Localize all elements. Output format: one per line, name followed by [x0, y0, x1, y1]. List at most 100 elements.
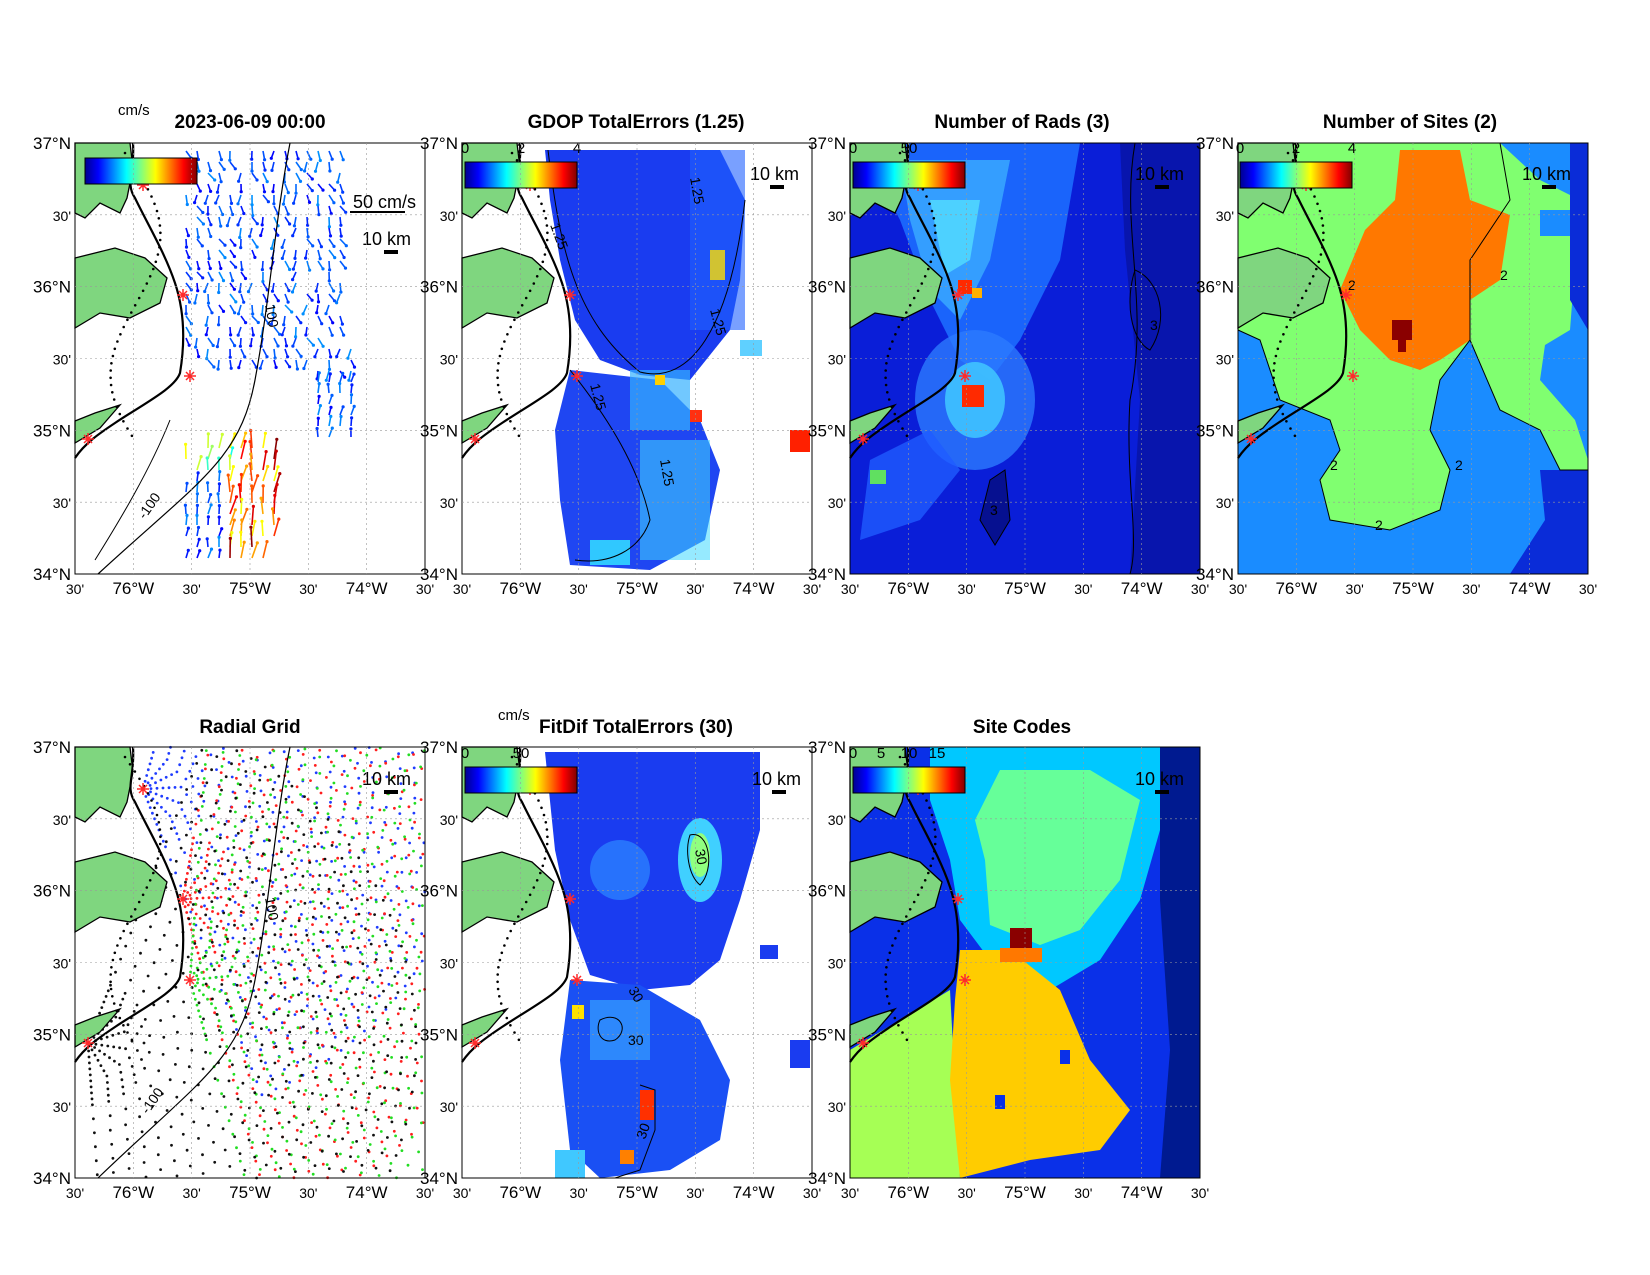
- radial-grid-point: [149, 790, 152, 794]
- panel-title: 2023-06-09 00:00: [174, 112, 325, 133]
- radial-grid-point: [416, 1006, 420, 1010]
- radial-grid-point: [349, 1093, 353, 1096]
- radial-grid-point: [154, 772, 158, 775]
- coastline: [461, 142, 572, 459]
- radial-grid-point: [385, 859, 389, 863]
- current-vector-head: [338, 381, 342, 386]
- current-vector-head: [206, 301, 211, 305]
- radial-grid-point: [277, 862, 281, 866]
- radial-grid-point: [311, 1092, 314, 1095]
- radial-grid-point: [272, 822, 276, 826]
- radial-grid-point: [209, 933, 212, 936]
- radial-grid-point: [274, 804, 278, 807]
- radial-grid-point: [402, 1007, 406, 1011]
- radial-grid-point: [254, 1100, 258, 1104]
- radial-grid-point: [316, 811, 320, 815]
- current-vector: [273, 518, 280, 537]
- island-dot: [158, 238, 162, 242]
- lat-tick-label: 36°N: [808, 882, 846, 901]
- radial-grid-point: [396, 991, 400, 994]
- radar-site-marker: [82, 433, 94, 445]
- radial-grid-point: [396, 919, 400, 922]
- island-dot: [544, 821, 548, 824]
- island-dot: [537, 799, 540, 802]
- radial-grid-point: [328, 1126, 332, 1130]
- current-vector-head: [248, 440, 252, 444]
- island-dot: [137, 900, 141, 904]
- radial-grid-point: [229, 1006, 233, 1010]
- current-vector-head: [278, 332, 282, 336]
- colorbar-tick-label: 4: [573, 140, 581, 157]
- current-vector-head: [263, 431, 267, 435]
- island-dot: [898, 755, 902, 759]
- island-dot: [925, 799, 928, 802]
- radial-grid-point: [149, 787, 153, 790]
- radial-grid-point: [342, 1170, 345, 1173]
- radial-grid-point: [307, 1159, 311, 1162]
- current-vector: [205, 348, 209, 359]
- radial-grid-point: [199, 819, 203, 822]
- radial-grid-point: [352, 920, 356, 924]
- lon-tick-label: 30': [686, 581, 704, 597]
- radial-grid-point: [187, 1065, 191, 1069]
- island-dot: [1296, 304, 1300, 307]
- current-vector: [262, 466, 269, 482]
- radial-grid-point: [200, 905, 203, 909]
- radial-grid-point: [292, 1114, 296, 1118]
- radial-grid-point: [373, 913, 376, 916]
- radial-grid-point: [205, 781, 209, 785]
- current-vector-head: [298, 179, 303, 183]
- radial-grid-point: [186, 821, 190, 824]
- radial-grid-point: [203, 954, 207, 958]
- radial-grid-point: [256, 825, 260, 829]
- radial-grid-point: [221, 1031, 224, 1035]
- radial-grid-point: [106, 1087, 110, 1091]
- radial-grid-point: [354, 819, 358, 823]
- radial-grid-point: [165, 758, 169, 761]
- island-dot: [499, 1002, 503, 1005]
- colorbar-tick-label: 5: [877, 745, 885, 762]
- radial-grid-point: [130, 1065, 134, 1068]
- radial-grid-point: [380, 981, 384, 985]
- radial-grid-point: [350, 898, 353, 902]
- radial-grid-point: [174, 1063, 177, 1066]
- radial-grid-point: [330, 892, 334, 895]
- radial-grid-point: [345, 1026, 349, 1030]
- land-polygon: [1237, 247, 1331, 330]
- radial-grid-point: [190, 775, 194, 778]
- current-vector-head: [341, 158, 345, 162]
- radial-grid-point: [162, 933, 166, 937]
- island-dot: [503, 340, 506, 343]
- radial-grid-point: [236, 1097, 240, 1101]
- radial-grid-point: [290, 851, 293, 854]
- radial-grid-point: [295, 785, 299, 789]
- radial-grid-point: [373, 1115, 377, 1119]
- radial-grid-point: [244, 814, 248, 818]
- radial-grid-point: [366, 898, 369, 902]
- radial-grid-point: [318, 956, 321, 959]
- radial-grid-point: [264, 932, 268, 936]
- nsites-contour: [1469, 142, 1511, 340]
- radial-grid-point: [269, 996, 272, 1000]
- radial-grid-point: [287, 1063, 291, 1067]
- radial-grid-point: [262, 1067, 266, 1071]
- radial-grid-point: [362, 769, 366, 773]
- radial-grid-point: [345, 792, 349, 795]
- radial-grid-point: [213, 849, 217, 853]
- island-dot: [546, 231, 549, 235]
- lon-tick-label: 30': [1191, 581, 1209, 597]
- radial-grid-point: [249, 757, 253, 760]
- island-dot: [901, 1031, 904, 1034]
- radial-grid-point: [88, 1067, 92, 1071]
- lon-tick-label: 30': [1191, 1185, 1209, 1201]
- lat-tick-label: 34°N: [808, 1169, 846, 1188]
- radial-grid-point: [286, 943, 290, 946]
- radial-grid-point: [316, 1027, 319, 1030]
- radial-grid-point: [293, 872, 297, 876]
- radial-grid-point: [205, 1038, 209, 1042]
- current-vector-head: [185, 202, 189, 207]
- radial-grid-point: [404, 1122, 408, 1126]
- radial-grid-point: [300, 859, 303, 862]
- radial-grid-point: [202, 977, 206, 980]
- radial-grid-point: [421, 852, 425, 856]
